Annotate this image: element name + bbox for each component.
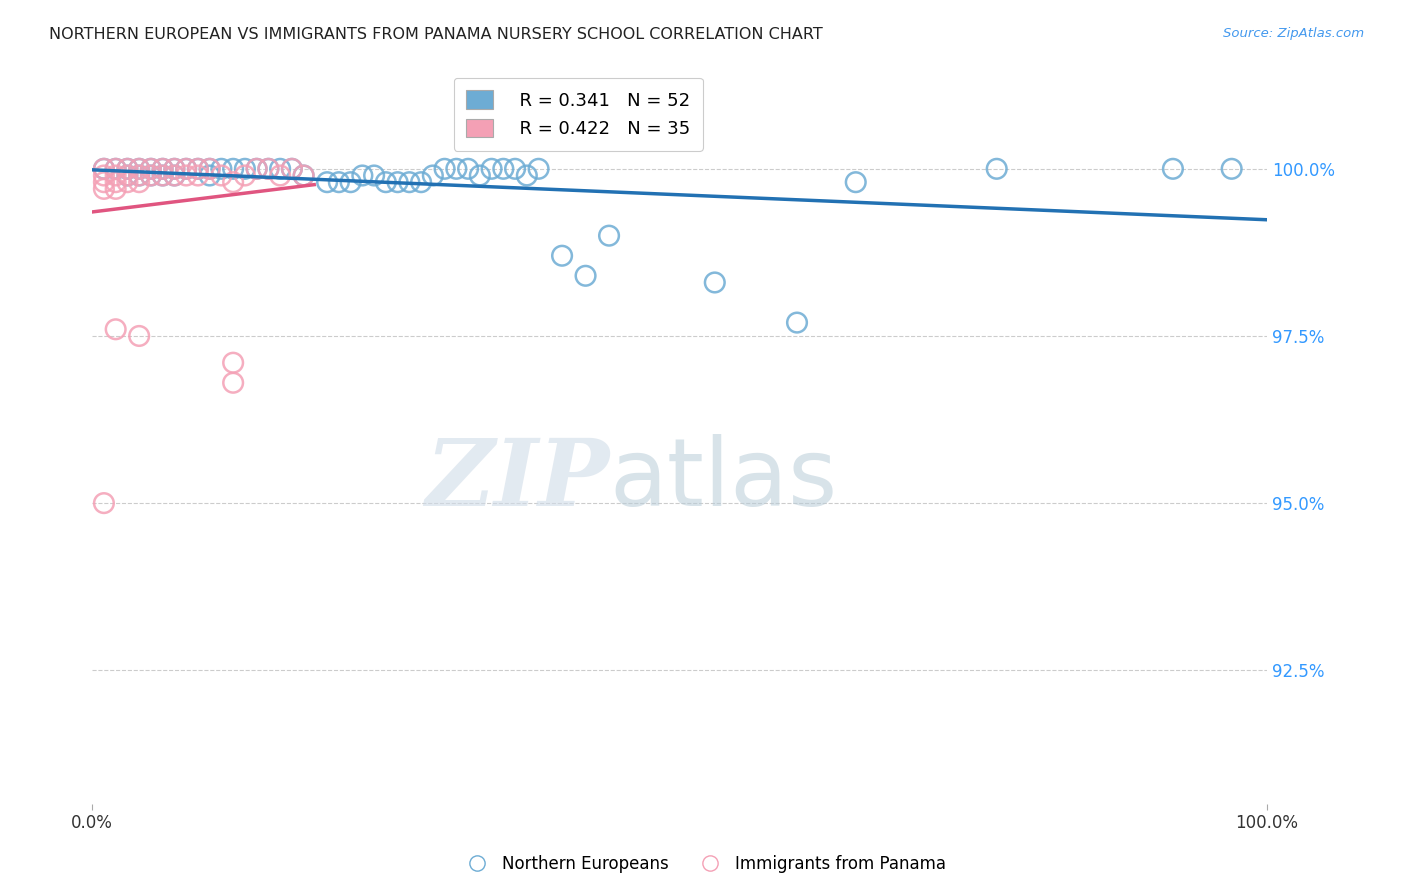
Point (222, 175, 245, 189)
Point (152, 169, 174, 183)
Point (446, 161, 468, 176)
Point (209, 161, 232, 176)
Point (257, 161, 280, 176)
Point (352, 169, 374, 183)
Point (93, 161, 115, 176)
Point (292, 169, 315, 183)
Point (187, 169, 209, 183)
Point (222, 161, 245, 176)
Point (551, 249, 574, 263)
Point (986, 161, 1008, 176)
Point (93, 496, 115, 510)
Point (233, 161, 256, 176)
Point (174, 169, 197, 183)
Point (93, 182, 115, 196)
Point (246, 161, 269, 176)
Point (104, 322, 127, 336)
Point (117, 161, 139, 176)
Point (139, 169, 162, 183)
Point (492, 161, 515, 176)
Text: Source: ZipAtlas.com: Source: ZipAtlas.com (1223, 27, 1364, 40)
Point (128, 161, 150, 176)
Point (139, 169, 162, 183)
Point (328, 175, 350, 189)
Point (574, 268, 596, 283)
Point (411, 175, 433, 189)
Legend:   R = 0.341   N = 52,   R = 0.422   N = 35: R = 0.341 N = 52, R = 0.422 N = 35 (454, 78, 703, 151)
Point (187, 161, 209, 176)
Legend: Northern Europeans, Immigrants from Panama: Northern Europeans, Immigrants from Pana… (453, 848, 953, 880)
Point (433, 161, 456, 176)
Point (198, 161, 221, 176)
Point (93, 161, 115, 176)
Point (104, 169, 127, 183)
Point (233, 169, 256, 183)
Point (387, 175, 409, 189)
Point (174, 161, 197, 176)
Point (398, 175, 420, 189)
Point (503, 161, 526, 176)
Point (468, 169, 491, 183)
Point (163, 161, 186, 176)
Point (117, 169, 139, 183)
Point (187, 161, 209, 176)
Point (139, 161, 162, 176)
Point (269, 161, 291, 176)
Point (139, 161, 162, 176)
Point (209, 169, 232, 183)
Point (128, 161, 150, 176)
Point (117, 169, 139, 183)
Point (845, 175, 868, 189)
Point (93, 175, 115, 189)
Point (163, 169, 186, 183)
Point (152, 161, 174, 176)
Point (104, 161, 127, 176)
Point (174, 161, 197, 176)
Point (786, 316, 808, 330)
Point (481, 161, 503, 176)
Point (246, 161, 269, 176)
Point (316, 175, 339, 189)
Point (1220, 161, 1243, 176)
Point (222, 376, 245, 390)
Point (363, 169, 385, 183)
Point (1161, 161, 1184, 176)
Point (163, 169, 186, 183)
Point (281, 161, 304, 176)
Point (198, 169, 221, 183)
Point (104, 161, 127, 176)
Point (422, 169, 444, 183)
Point (128, 329, 150, 343)
Point (128, 169, 150, 183)
Point (117, 175, 139, 189)
Point (222, 356, 245, 370)
Point (128, 169, 150, 183)
Point (163, 161, 186, 176)
Point (104, 175, 127, 189)
Point (93, 169, 115, 183)
Text: atlas: atlas (609, 434, 838, 526)
Point (703, 276, 725, 290)
Point (152, 169, 174, 183)
Text: NORTHERN EUROPEAN VS IMMIGRANTS FROM PANAMA NURSERY SCHOOL CORRELATION CHART: NORTHERN EUROPEAN VS IMMIGRANTS FROM PAN… (49, 27, 823, 42)
Point (269, 169, 291, 183)
Text: ZIP: ZIP (425, 435, 609, 525)
Point (516, 169, 538, 183)
Point (281, 161, 304, 176)
Point (339, 175, 361, 189)
Point (457, 161, 479, 176)
Point (257, 161, 280, 176)
Point (374, 175, 396, 189)
Point (128, 175, 150, 189)
Point (198, 161, 221, 176)
Point (527, 161, 550, 176)
Point (292, 169, 315, 183)
Point (598, 228, 620, 243)
Point (117, 161, 139, 176)
Point (152, 161, 174, 176)
Point (104, 182, 127, 196)
